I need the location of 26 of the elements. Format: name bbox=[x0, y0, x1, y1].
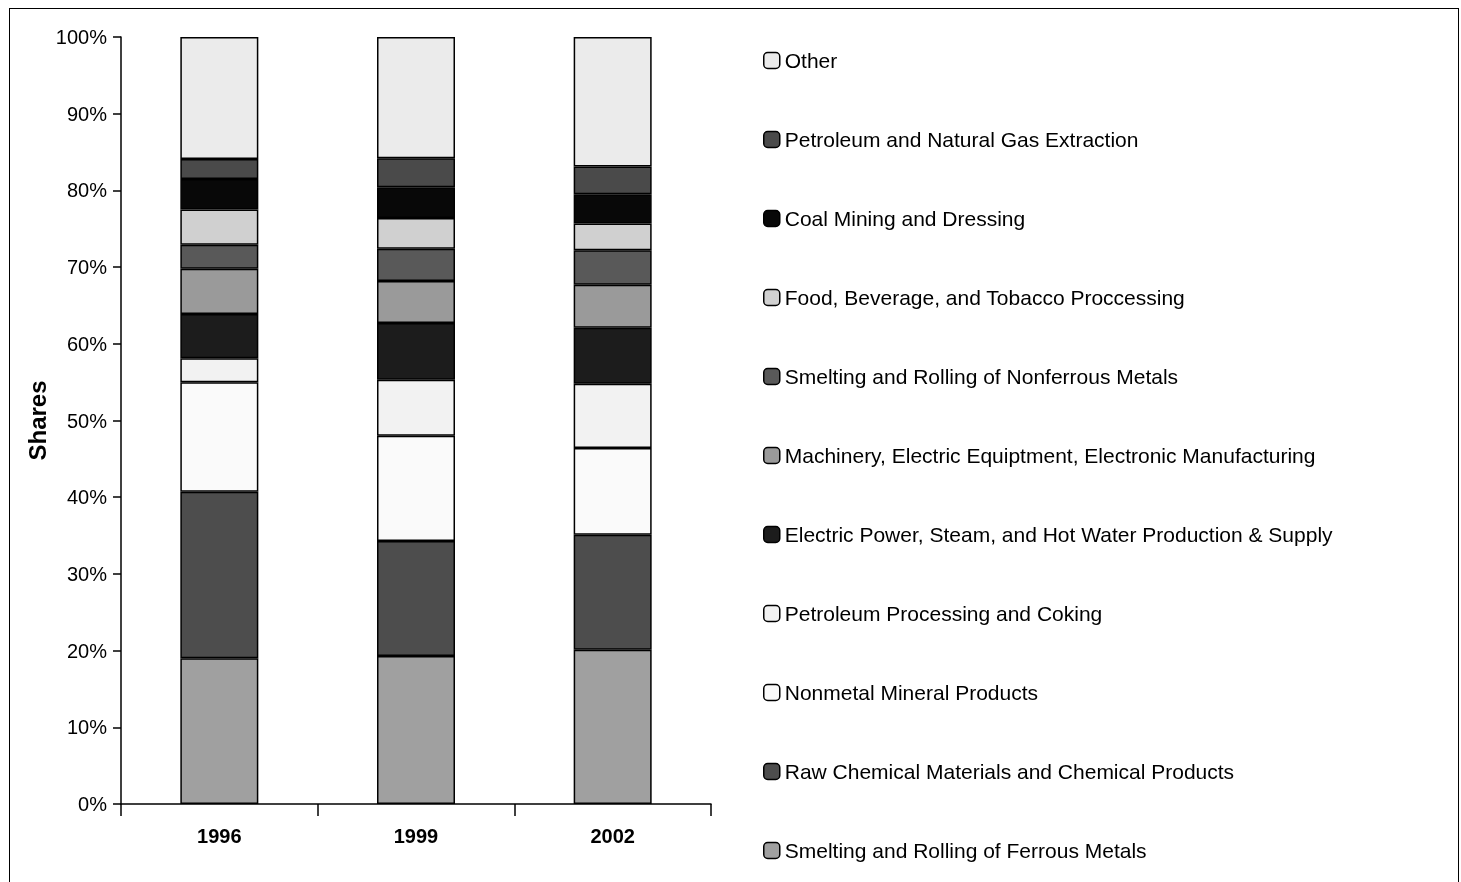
legend-label: Other bbox=[784, 49, 838, 72]
y-tick-label: 70% bbox=[66, 256, 108, 279]
x-tick-label: 1996 bbox=[197, 825, 242, 847]
y-tick-label: 90% bbox=[66, 102, 108, 125]
y-tick-label: 50% bbox=[66, 409, 108, 432]
y-tick-label: 60% bbox=[66, 332, 108, 355]
y-axis-title: Shares bbox=[23, 380, 51, 461]
y-tick-label: 80% bbox=[66, 179, 108, 202]
y-tick-label: 30% bbox=[66, 562, 108, 585]
y-tick-label: 20% bbox=[66, 639, 108, 662]
legend-label: Machinery, Electric Equiptment, Electronic Manufacturing bbox=[784, 444, 1316, 467]
y-tick-label: 40% bbox=[66, 486, 108, 509]
legend-label: Electric Power, Steam, and Hot Water Production & Supply bbox=[784, 523, 1334, 546]
legend-label: Smelting and Rolling of Nonferrous Metals bbox=[784, 365, 1179, 388]
x-tick-label: 2002 bbox=[590, 825, 635, 847]
legend-label: Coal Mining and Dressing bbox=[784, 207, 1026, 230]
legend-label: Raw Chemical Materials and Chemical Products bbox=[784, 760, 1235, 783]
y-tick-label: 10% bbox=[66, 716, 108, 739]
legend-label: Nonmetal Mineral Products bbox=[784, 681, 1039, 704]
legend-label: Petroleum Processing and Coking bbox=[784, 602, 1103, 625]
legend-label: Petroleum and Natural Gas Extraction bbox=[784, 128, 1139, 151]
y-tick-label: 0% bbox=[78, 793, 108, 815]
legend-label: Smelting and Rolling of Ferrous Metals bbox=[784, 839, 1147, 862]
legend-label: Food, Beverage, and Tobacco Proccessing bbox=[784, 286, 1185, 309]
y-tick-label: 100% bbox=[55, 26, 108, 48]
x-tick-label: 1999 bbox=[393, 825, 439, 847]
